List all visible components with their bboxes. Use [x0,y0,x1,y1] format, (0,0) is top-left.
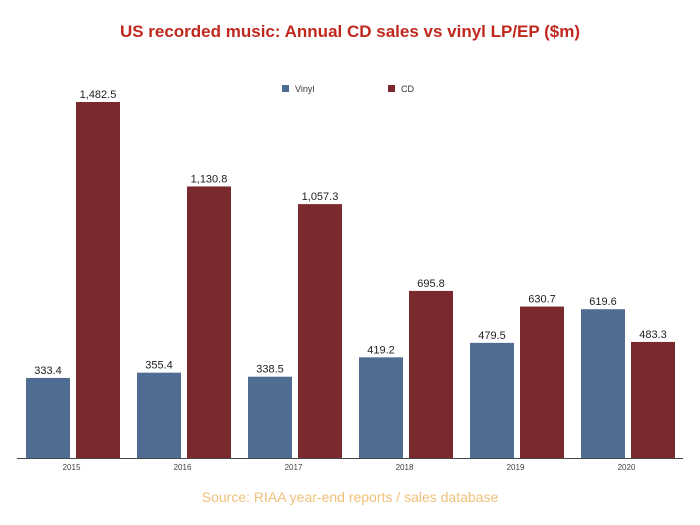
cd-data-label-2020: 483.3 [639,329,667,341]
vinyl-data-label-2019: 479.5 [478,330,506,342]
cd-bar-2017 [298,204,342,458]
legend-label-cd: CD [401,84,414,94]
x-tick-label-2018: 2018 [396,463,414,472]
cd-bar-2015 [76,102,120,458]
legend-label-vinyl: Vinyl [295,84,314,94]
x-tick-label-2017: 2017 [285,463,303,472]
vinyl-bar-2020 [581,309,625,458]
x-tick-label-2020: 2020 [618,463,636,472]
x-tick-label-2019: 2019 [507,463,525,472]
cd-bar-2019 [520,306,564,458]
vinyl-data-label-2016: 355.4 [145,360,173,372]
cd-bar-2016 [187,186,231,458]
vinyl-data-label-2020: 619.6 [589,296,617,308]
cd-bar-2020 [631,341,675,458]
vinyl-bar-2016 [137,372,181,458]
source-note: Source: RIAA year-end reports / sales da… [201,489,499,505]
x-tick-label-2015: 2015 [63,463,81,472]
vinyl-bar-2018 [359,357,403,458]
legend-swatch-vinyl [282,85,289,92]
legend-swatch-cd [388,85,395,92]
cd-data-label-2015: 1,482.5 [80,89,117,101]
cd-data-label-2018: 695.8 [417,278,445,290]
cd-data-label-2019: 630.7 [528,294,556,306]
vinyl-data-label-2015: 333.4 [34,365,62,377]
vinyl-bar-2015 [26,377,70,458]
vinyl-data-label-2018: 419.2 [367,344,395,356]
cd-data-label-2016: 1,130.8 [191,173,228,185]
cd-data-label-2017: 1,057.3 [302,191,339,203]
vinyl-bar-2019 [470,342,514,458]
vinyl-data-label-2017: 338.5 [256,364,284,376]
vinyl-bar-2017 [248,376,292,458]
chart-title: US recorded music: Annual CD sales vs vi… [119,22,581,41]
cd-bar-2018 [409,290,453,458]
x-tick-label-2016: 2016 [174,463,192,472]
